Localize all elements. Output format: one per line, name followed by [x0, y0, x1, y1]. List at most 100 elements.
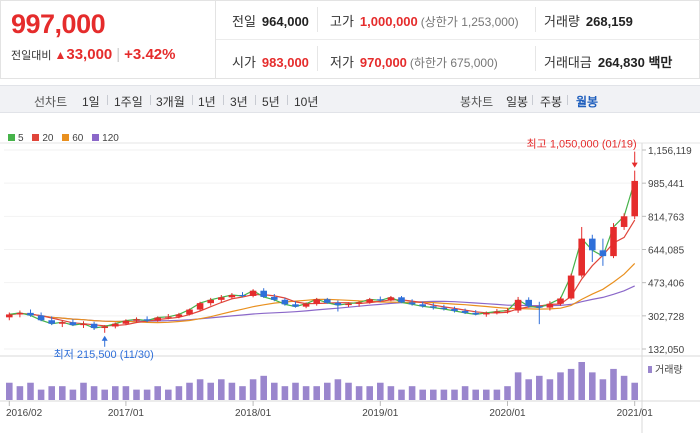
- divider: [287, 95, 288, 105]
- divider: [567, 95, 568, 105]
- prev-close: 전일 964,000: [232, 14, 309, 29]
- change-label: 전일대비: [11, 50, 52, 62]
- candle-body: [355, 302, 363, 304]
- volume-bar: [525, 379, 532, 400]
- volume-bar: [154, 386, 161, 400]
- tab-monthly[interactable]: 월봉: [576, 95, 599, 109]
- candle-chart-label: 봉차트: [460, 95, 494, 109]
- volume-bar: [249, 379, 257, 400]
- tab-1y[interactable]: 1년: [198, 95, 216, 109]
- volume-bar: [536, 375, 543, 400]
- tab-daily[interactable]: 일봉: [506, 95, 529, 109]
- candle-body: [69, 322, 77, 326]
- change-rate: +3.42%: [124, 46, 176, 63]
- divider: [317, 7, 318, 32]
- tab-5y[interactable]: 5년: [262, 95, 280, 109]
- candle-body: [408, 302, 416, 305]
- tab-3y[interactable]: 3년: [230, 95, 248, 109]
- candle-body: [186, 309, 193, 315]
- candle-body: [218, 297, 225, 300]
- volume-label: 거래량: [655, 364, 683, 376]
- candle-body: [536, 306, 543, 308]
- volume-bar: [271, 382, 278, 400]
- candle-body: [228, 294, 236, 298]
- price-change: 전일대비 ▲33,000 | +3.42%: [11, 46, 175, 63]
- candle-body: [249, 290, 257, 296]
- candle-body: [387, 297, 395, 301]
- volume-bar: [631, 382, 638, 400]
- candle-body: [133, 319, 140, 321]
- divider: [192, 95, 193, 105]
- x-tick-label: 2018/01: [235, 408, 272, 419]
- volume-bar: [175, 386, 183, 400]
- candle-body: [37, 315, 45, 321]
- min-price-annotation: 최저 215,500 (11/30): [54, 348, 154, 361]
- volume-bar: [313, 386, 320, 400]
- candle-body: [302, 303, 310, 307]
- candle-body: [196, 303, 204, 310]
- chart-toolbar: 선차트 1일 1주일 3개월 1년 3년 5년 10년 봉차트 일봉 주봉 월봉: [0, 85, 700, 113]
- volume-bar: [557, 372, 564, 400]
- candle-body: [610, 226, 617, 257]
- candle-body: [504, 310, 511, 312]
- volume-bar: [345, 382, 352, 400]
- volume-bar: [59, 386, 66, 400]
- volume-bar: [398, 389, 405, 400]
- trade-amount: 거래대금 264,830 백만: [544, 55, 673, 70]
- volume-bar: [27, 382, 34, 400]
- divider: [107, 95, 108, 105]
- legend-ma120: 120: [92, 133, 119, 144]
- volume-bar: [461, 386, 469, 400]
- y-tick-label: 302,728: [648, 312, 685, 323]
- candle-body: [514, 299, 522, 311]
- candle-body: [16, 312, 24, 315]
- volume-bar: [355, 386, 363, 400]
- candle-body: [493, 311, 501, 313]
- y-tick-label: 644,085: [648, 246, 685, 257]
- volume-bar: [493, 389, 501, 400]
- volume-bar: [419, 389, 426, 400]
- candle-body: [366, 299, 373, 303]
- volume-bar: [514, 372, 522, 400]
- candle-body: [557, 298, 564, 304]
- tab-1d[interactable]: 1일: [82, 95, 100, 109]
- candle-body: [281, 299, 289, 305]
- tab-1w[interactable]: 1주일: [114, 95, 143, 109]
- candle-body: [345, 303, 352, 306]
- x-tick-label: 2019/01: [362, 408, 399, 419]
- tab-3m[interactable]: 3개월: [156, 95, 185, 109]
- candle-body: [398, 297, 405, 303]
- candle-body: [472, 312, 479, 315]
- open-price: 시가 983,000: [232, 55, 309, 70]
- x-tick-label: 2016/02: [6, 408, 43, 419]
- volume-bar: [143, 389, 151, 400]
- volume-bar: [122, 386, 130, 400]
- divider: [535, 46, 536, 71]
- candle-body: [631, 180, 638, 217]
- tab-10y[interactable]: 10년: [294, 95, 319, 109]
- volume-bar: [440, 389, 448, 400]
- y-tick-label: 473,406: [648, 279, 685, 290]
- candle-body: [112, 323, 119, 327]
- candle-body: [292, 304, 299, 307]
- volume-bar: [451, 389, 458, 400]
- max-arrow-icon: [631, 162, 638, 168]
- volume-bar: [196, 379, 204, 400]
- volume-bar: [80, 382, 87, 400]
- candle-body: [419, 304, 426, 307]
- quote-summary: 997,000 전일대비 ▲33,000 | +3.42% 전일 964,000 고가 1…: [0, 0, 700, 79]
- candle-body: [578, 238, 585, 276]
- x-tick-label: 2020/01: [489, 408, 526, 419]
- candle-body: [154, 317, 161, 321]
- divider: [255, 95, 256, 105]
- tab-weekly[interactable]: 주봉: [540, 95, 563, 109]
- low-price: 저가 970,000 (하한가 675,000): [330, 55, 498, 70]
- change-divider: |: [116, 46, 121, 63]
- legend-ma5: 5: [8, 133, 24, 144]
- volume-bar: [567, 368, 575, 400]
- volume-bar: [610, 368, 617, 400]
- candle-body: [165, 316, 172, 318]
- max-price-annotation: 최고 1,050,000 (01/19): [527, 138, 637, 151]
- volume-bar: [48, 386, 55, 400]
